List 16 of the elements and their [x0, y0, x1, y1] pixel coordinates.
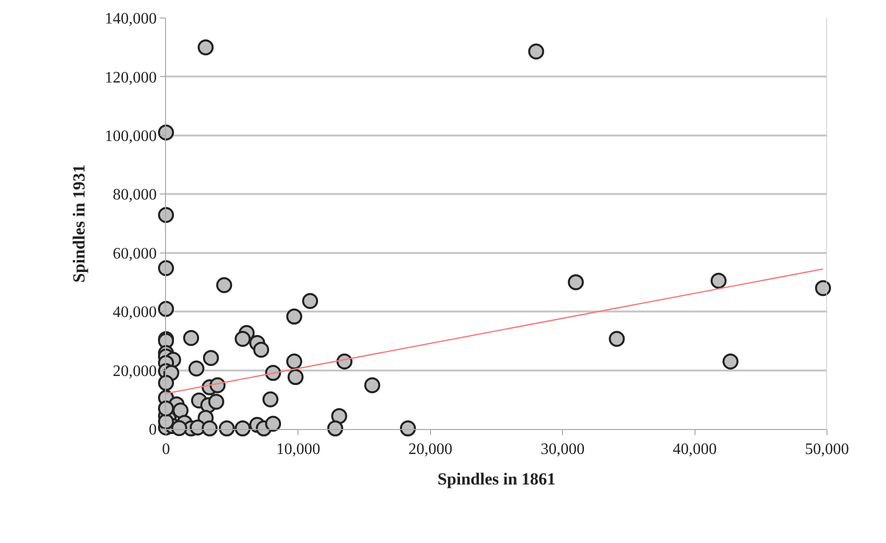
y-tick-label: 140,000 — [104, 10, 157, 28]
y-tick-label: 60,000 — [112, 245, 157, 262]
x-tick-label: 30,000 — [540, 441, 585, 458]
y-axis-title: Spindles in 1931 — [69, 164, 88, 283]
x-tick-label: 0 — [162, 441, 170, 458]
y-tick-label: 100,000 — [104, 128, 157, 146]
y-tick-label: 40,000 — [112, 304, 157, 322]
x-axis-title: Spindles in 1861 — [437, 470, 556, 489]
y-tick-label: 0 — [148, 422, 157, 439]
y-tick-label: 20,000 — [112, 362, 157, 380]
x-tick-label: 50,000 — [805, 441, 849, 458]
x-tick-label: 40,000 — [672, 441, 717, 458]
x-tick-label: 20,000 — [408, 441, 452, 458]
x-tick-label: 10,000 — [276, 441, 320, 458]
y-tick-label: 120,000 — [104, 69, 157, 86]
y-tick-label: 80,000 — [112, 186, 157, 204]
